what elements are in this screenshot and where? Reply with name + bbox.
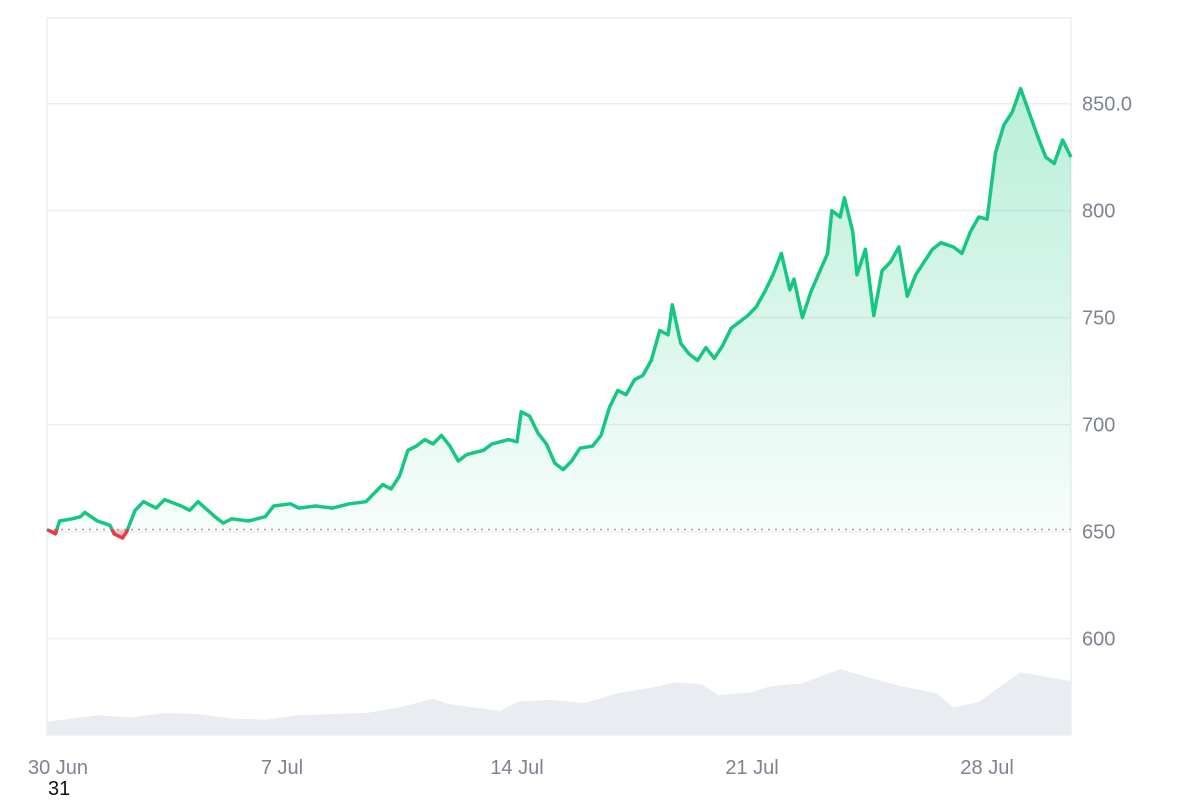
x-tick-label: 14 Jul xyxy=(490,757,543,779)
y-tick-label: 750 xyxy=(1082,308,1115,330)
area-layer xyxy=(47,88,1071,539)
x-tick-label: 21 Jul xyxy=(725,757,778,779)
price-line-up xyxy=(46,86,1073,530)
y-axis: 850.0 800 750 700 650 600 xyxy=(1082,94,1132,651)
x-tick-label: 30 Jun xyxy=(28,757,88,779)
y-tick-label: 850.0 xyxy=(1082,94,1132,116)
volume-layer xyxy=(47,669,1071,735)
y-tick-label: 800 xyxy=(1082,201,1115,223)
x-tick-label: 28 Jul xyxy=(960,757,1013,779)
y-tick-label: 600 xyxy=(1082,629,1115,651)
line-layer xyxy=(46,86,1073,540)
x-axis: 30 Jun 7 Jul 14 Jul 21 Jul 28 Jul xyxy=(28,757,1014,779)
stray-date-label: 31 xyxy=(48,778,71,800)
area-fill-up xyxy=(47,88,1071,530)
y-tick-label: 700 xyxy=(1082,415,1115,437)
volume-area xyxy=(47,669,1071,735)
x-tick-label: 7 Jul xyxy=(261,757,303,779)
y-tick-label: 650 xyxy=(1082,522,1115,544)
